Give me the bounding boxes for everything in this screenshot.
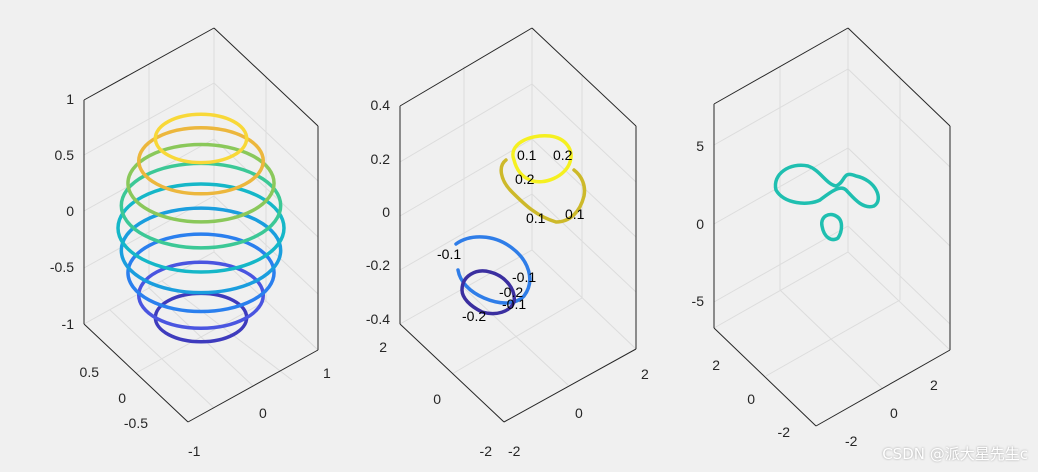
contour-label: -0.2	[499, 284, 523, 300]
axes-3-x-tick-neg2: -2	[845, 433, 858, 449]
axes-3-z-tick-5: 5	[696, 138, 704, 154]
axes-2-contours	[454, 134, 587, 316]
ring-series-2	[126, 232, 276, 314]
axes-2-grid	[399, 28, 637, 386]
axes-1-z-ticks: 1 0.5 0 -0.5 -1	[50, 91, 74, 332]
axes-2-y-tick-neg2: -2	[480, 443, 493, 459]
contour-label: 0.2	[553, 147, 573, 163]
axes-1-z-tick-1: 1	[66, 91, 74, 107]
axes-2-z-ticks: 0.4 0.2 0 -0.2 -0.4	[366, 97, 390, 327]
axes-1-x-tick-neg1: -1	[188, 443, 201, 459]
ring-series-8	[153, 112, 249, 165]
axes-2-box	[399, 27, 637, 423]
axes-1-z-tick-0.5: 0.5	[55, 147, 75, 163]
axes-2-x-tick-0: 0	[575, 405, 583, 421]
axes-2-x-tick-2: 2	[641, 366, 649, 382]
axes-2: -0.1 -0.2 -0.1 -0.1 -0.2 0.1 0.2 0.2 0.1…	[366, 27, 649, 459]
axes-3: 5 0 -5 2 0 -2 2 0 -2	[692, 27, 951, 449]
axes-3-z-tick-0: 0	[696, 216, 704, 232]
contour-label: 0.1	[517, 147, 537, 163]
ring-series-6	[126, 142, 276, 224]
axes-3-contours	[773, 163, 880, 242]
axes-3-x-ticks: 2 0 -2	[845, 377, 938, 449]
contour-level-neg0.2	[460, 269, 516, 316]
contour-label: -0.2	[462, 308, 486, 324]
axes-1-y-tick-0: 0	[118, 390, 126, 406]
contour-level-neg0.1	[454, 235, 532, 305]
axes-3-y-tick-2: 2	[712, 357, 720, 373]
axes-1-y-tick-0.5: 0.5	[80, 364, 100, 380]
contour-label: -0.1	[512, 269, 536, 285]
axes-2-z-tick-0.4: 0.4	[371, 97, 391, 113]
axes-1-x-ticks: 1 0 -1	[188, 365, 331, 459]
contour-label: -0.1	[502, 296, 526, 312]
axes-1-box	[83, 27, 319, 423]
axes-3-box	[713, 27, 951, 427]
axes-3-y-tick-neg2: -2	[778, 424, 791, 440]
axes-2-z-tick-neg0.2: -0.2	[366, 257, 390, 273]
axes-3-z-tick-neg5: -5	[692, 293, 705, 309]
axes-3-y-ticks: 2 0 -2	[712, 357, 790, 440]
axes-1-rings	[116, 112, 286, 344]
ring-series-3	[119, 206, 283, 295]
axes-1-x-tick-1: 1	[323, 365, 331, 381]
axes-1-x-tick-0: 0	[259, 405, 267, 421]
axes-2-y-tick-2: 2	[379, 339, 387, 355]
contour-level-2-main	[773, 163, 880, 209]
ring-series-4	[116, 182, 286, 274]
axes-2-x-tick-neg2: -2	[508, 443, 521, 459]
contour-label: -0.1	[437, 246, 461, 262]
contour-label: 0.2	[515, 171, 535, 187]
ring-series-0	[153, 291, 249, 344]
axes-2-y-ticks: 2 0 -2	[379, 339, 492, 459]
axes-3-grid	[713, 28, 951, 389]
watermark: CSDN @派大星先生c	[882, 445, 1028, 463]
axes-3-x-tick-2: 2	[930, 377, 938, 393]
axes-1: 1 0.5 0 -0.5 -1 0.5 0 -0.5 1 0 -1	[50, 27, 331, 459]
contour-label: 0.1	[565, 206, 585, 222]
axes-1-z-tick-0: 0	[66, 203, 74, 219]
axes-2-z-tick-0: 0	[382, 204, 390, 220]
axes-2-x-ticks: 2 0 -2	[508, 366, 649, 459]
contour-level-0.1	[499, 158, 587, 224]
axes-2-contour-labels: -0.1 -0.2 -0.1 -0.1 -0.2 0.1 0.2 0.2 0.1…	[437, 147, 585, 324]
axes-1-y-ticks: 0.5 0 -0.5	[80, 364, 149, 431]
axes-2-y-tick-0: 0	[433, 391, 441, 407]
contour-level-2-small	[820, 212, 844, 242]
axes-1-y-tick-neg0.5: -0.5	[124, 415, 148, 431]
contour-label: 0.1	[526, 210, 546, 226]
axes-3-x-tick-0: 0	[890, 405, 898, 421]
axes-2-z-tick-neg0.4: -0.4	[366, 311, 390, 327]
ring-series-7	[137, 126, 265, 196]
contour-level-0.2	[511, 134, 573, 184]
axes-2-z-tick-0.2: 0.2	[371, 151, 391, 167]
axes-1-z-tick-neg1: -1	[62, 316, 75, 332]
axes-3-z-ticks: 5 0 -5	[692, 138, 705, 309]
axes-1-z-tick-neg0.5: -0.5	[50, 259, 74, 275]
axes-3-y-tick-0: 0	[747, 391, 755, 407]
